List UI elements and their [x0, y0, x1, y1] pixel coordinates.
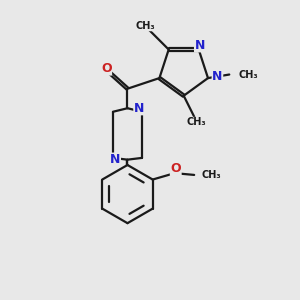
Text: O: O [101, 62, 112, 75]
Text: CH₃: CH₃ [202, 170, 222, 180]
Text: CH₃: CH₃ [186, 117, 206, 127]
Text: N: N [110, 153, 120, 166]
Text: N: N [134, 102, 144, 115]
Text: O: O [170, 162, 181, 176]
Text: CH₃: CH₃ [238, 70, 258, 80]
Text: N: N [195, 39, 205, 52]
Text: N: N [212, 70, 223, 83]
Text: CH₃: CH₃ [135, 21, 155, 31]
